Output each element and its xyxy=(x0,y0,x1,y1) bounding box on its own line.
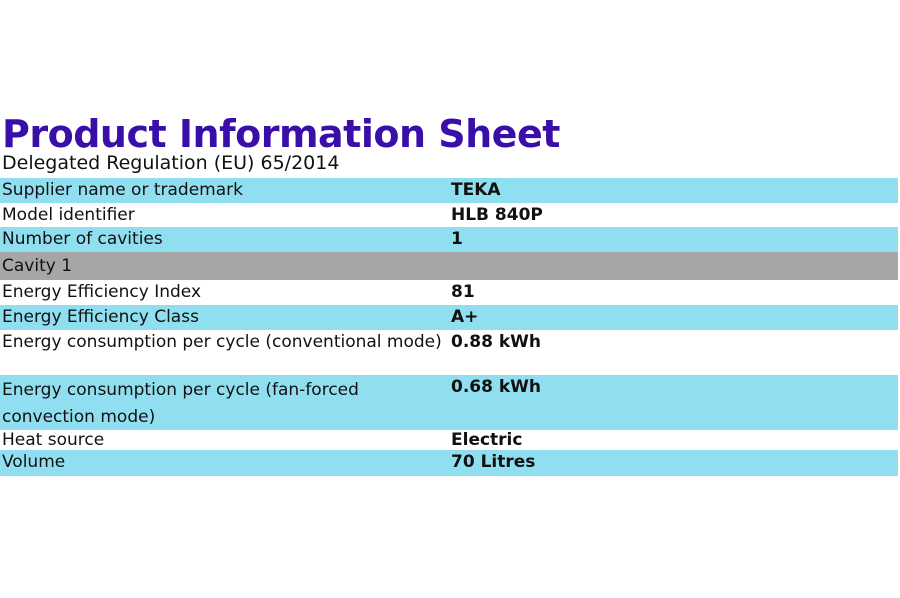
table-row: Model identifier HLB 840P xyxy=(0,203,898,227)
table-row: Energy Efficiency Class A+ xyxy=(0,305,898,330)
table-row: Volume 70 Litres xyxy=(0,450,898,476)
row-label: Energy Efficiency Index xyxy=(2,282,202,302)
table-row: Number of cavities 1 xyxy=(0,227,898,252)
row-label: Energy consumption per cycle (fan-forced… xyxy=(2,380,359,427)
title: Product Information Sheet xyxy=(2,112,560,156)
row-value: Electric xyxy=(451,430,523,450)
row-value: TEKA xyxy=(451,180,501,200)
table-row: Cavity 1 xyxy=(0,252,898,280)
row-label: Energy Efficiency Class xyxy=(2,307,199,327)
table-row: Energy Efficiency Index 81 xyxy=(0,280,898,305)
table-row: Heat source Electric xyxy=(0,430,898,450)
row-label: Number of cavities xyxy=(2,229,163,249)
row-label: Energy consumption per cycle (convention… xyxy=(2,332,442,352)
row-label: Heat source xyxy=(2,430,105,450)
row-label: Supplier name or trademark xyxy=(2,180,243,200)
table-row: Energy consumption per cycle (fan-forced… xyxy=(0,375,898,430)
subtitle: Delegated Regulation (EU) 65/2014 xyxy=(2,152,340,174)
row-value: 1 xyxy=(451,229,463,249)
row-value: 81 xyxy=(451,282,475,302)
table-row: Supplier name or trademark TEKA xyxy=(0,178,898,203)
row-value: 0.68 kWh xyxy=(451,377,542,397)
row-value: HLB 840P xyxy=(451,205,543,225)
row-value: 70 Litres xyxy=(451,452,536,472)
info-table: Supplier name or trademark TEKA Model iden… xyxy=(0,178,898,476)
table-row: Energy consumption per cycle (convention… xyxy=(0,330,898,375)
row-label: Cavity 1 xyxy=(2,256,73,276)
row-label: Volume xyxy=(2,452,66,472)
row-label: Model identifier xyxy=(2,205,135,225)
row-value: 0.88 kWh xyxy=(451,332,542,352)
row-value: A+ xyxy=(451,307,479,327)
